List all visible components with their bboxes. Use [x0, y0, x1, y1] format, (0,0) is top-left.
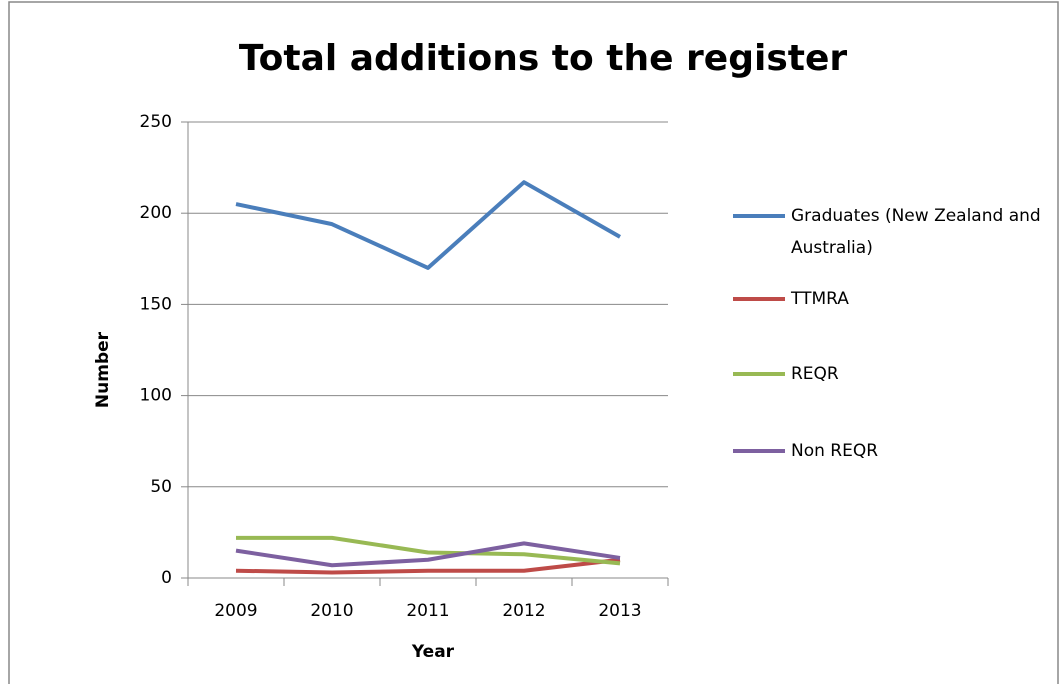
legend-label: TTMRA	[791, 289, 849, 309]
y-axis-label: Number	[93, 331, 113, 408]
y-tick-label: 50	[150, 477, 172, 497]
legend-label: Graduates (New Zealand and Australia)	[791, 206, 1041, 258]
series-line	[235, 557, 621, 575]
x-tick-label: 2011	[406, 601, 449, 621]
legend-swatch	[733, 372, 785, 376]
legend-label: Non REQR	[791, 441, 879, 461]
legend-swatch	[733, 297, 785, 301]
y-tick-label: 0	[161, 568, 172, 588]
y-tick-label: 250	[140, 112, 172, 132]
legend-item: TTMRA	[733, 283, 1056, 315]
legend-item: Graduates (New Zealand and Australia)	[733, 200, 1056, 264]
y-tick-label: 150	[140, 294, 172, 314]
series-line	[235, 541, 621, 568]
legend-swatch	[733, 449, 785, 453]
legend-item: REQR	[733, 358, 1056, 390]
x-tick-label: 2010	[310, 601, 353, 621]
chart-title: Total additions to the register	[239, 38, 848, 79]
x-axis-label: Year	[411, 642, 455, 662]
legend-swatch	[733, 214, 785, 218]
y-tick-label: 200	[140, 203, 172, 223]
y-tick-label: 100	[140, 386, 172, 406]
x-tick-label: 2009	[214, 601, 257, 621]
legend-item: Non REQR	[733, 435, 1056, 467]
series-line	[236, 535, 621, 566]
x-tick-label: 2013	[598, 601, 641, 621]
series-line	[235, 180, 621, 270]
legend-label: REQR	[791, 364, 839, 384]
x-tick-label: 2012	[502, 601, 545, 621]
